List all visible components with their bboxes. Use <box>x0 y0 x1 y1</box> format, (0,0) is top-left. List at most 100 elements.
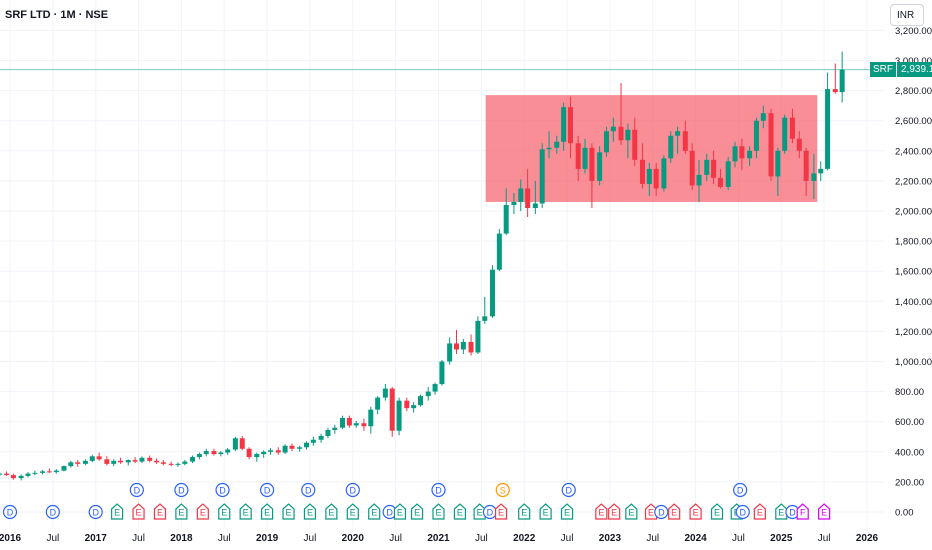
candle <box>225 448 231 455</box>
x-tick-label: Jul <box>732 533 745 544</box>
candle <box>375 396 381 415</box>
event-marker-earn-up: E <box>346 503 359 520</box>
candle-body <box>739 146 745 159</box>
candle-body <box>661 158 667 189</box>
candle-body <box>753 120 759 151</box>
event-badge <box>410 503 424 520</box>
candle-body <box>775 150 781 177</box>
candle <box>717 168 723 189</box>
candle <box>361 418 367 431</box>
y-tick-label: 2,200.00 <box>895 176 932 187</box>
candle-body <box>432 384 438 392</box>
price-axis[interactable]: 0.00 200.00 400.00 600.00 800.00 1,000.00 1,20… <box>895 26 932 519</box>
x-tick-label: Jul <box>389 533 402 544</box>
event-badge <box>261 503 274 520</box>
event-marker-earn-up: E <box>432 503 445 520</box>
candle-body <box>225 449 231 453</box>
event-label: E <box>671 508 677 518</box>
event-badge <box>689 503 702 520</box>
event-label: E <box>564 508 570 518</box>
candle-body <box>175 463 181 465</box>
candle-body <box>732 146 738 162</box>
candle-body <box>346 417 352 426</box>
event-circle <box>733 482 748 498</box>
event-label: D <box>566 486 573 496</box>
currency-button[interactable]: INR <box>890 4 924 26</box>
chart-title: SRF LTD · 1M · NSE <box>5 9 109 21</box>
candle <box>89 454 95 463</box>
candle-body <box>96 456 102 460</box>
candle <box>646 162 652 196</box>
candle-body <box>261 451 267 455</box>
event-marker-earn-down: E <box>132 503 145 520</box>
candle <box>503 188 509 236</box>
candle-body <box>482 316 488 321</box>
candle <box>282 444 288 455</box>
time-axis[interactable]: 2016 Jul 2017 Jul 2018 Jul 2019 Jul 2020 Jul 2021 J… <box>0 533 879 544</box>
x-tick-label: 2017 <box>85 533 108 544</box>
event-circle <box>88 504 103 520</box>
candle <box>246 447 252 460</box>
candle-body <box>304 442 310 448</box>
event-label: E <box>286 508 292 518</box>
candle-body <box>489 269 495 317</box>
candle-body <box>404 400 410 409</box>
event-label: E <box>498 508 504 518</box>
event-marker-earn-up: E <box>775 503 788 520</box>
event-label: S <box>500 486 506 496</box>
candle-body <box>725 161 731 187</box>
candle-body <box>653 168 659 189</box>
x-tick-label: Jul <box>132 533 145 544</box>
candle <box>732 141 738 168</box>
candle <box>618 83 624 145</box>
candle <box>75 460 81 467</box>
y-tick-label: 1,000.00 <box>895 357 932 368</box>
candle <box>453 329 459 354</box>
event-marker-earn-down: E <box>196 503 209 520</box>
candle <box>368 406 374 434</box>
candle <box>567 96 573 159</box>
candle <box>496 229 502 272</box>
candle <box>411 402 417 413</box>
candle <box>625 123 631 159</box>
candle <box>382 384 388 401</box>
candle <box>4 471 10 476</box>
candle <box>825 72 831 171</box>
x-tick-label: Jul <box>646 533 659 544</box>
candle-body <box>411 405 417 409</box>
candle <box>68 460 74 468</box>
candle-body <box>268 450 274 452</box>
candle-body <box>453 343 459 350</box>
candle-body <box>839 69 845 93</box>
event-marker-earn-up: E <box>368 503 381 520</box>
event-marker-earn-up: E <box>560 503 574 520</box>
event-label: D <box>487 508 494 518</box>
candle-body <box>297 447 303 449</box>
x-tick-label: 2020 <box>342 533 365 544</box>
candle-body <box>75 462 81 464</box>
event-circle <box>2 504 18 520</box>
event-marker-earn-up: E <box>453 503 467 520</box>
event-circle <box>174 482 189 498</box>
candle-body <box>32 472 38 474</box>
candle <box>32 470 38 476</box>
candle <box>182 460 188 466</box>
candle <box>61 465 67 472</box>
event-label: E <box>264 508 270 518</box>
event-label: E <box>648 508 654 518</box>
event-label: E <box>457 508 463 518</box>
event-badge <box>175 503 188 520</box>
candle-body <box>668 135 674 159</box>
event-marker-future: E <box>818 503 831 520</box>
candle <box>811 153 817 199</box>
event-label: E <box>521 508 527 518</box>
candle-body <box>468 341 474 353</box>
candle-body <box>711 159 717 178</box>
candle-body <box>182 461 188 464</box>
candle-body <box>254 454 260 458</box>
event-label: E <box>543 508 549 518</box>
event-marker-dividend: D <box>260 482 275 498</box>
event-label: E <box>628 508 634 518</box>
candle-body <box>760 113 766 121</box>
